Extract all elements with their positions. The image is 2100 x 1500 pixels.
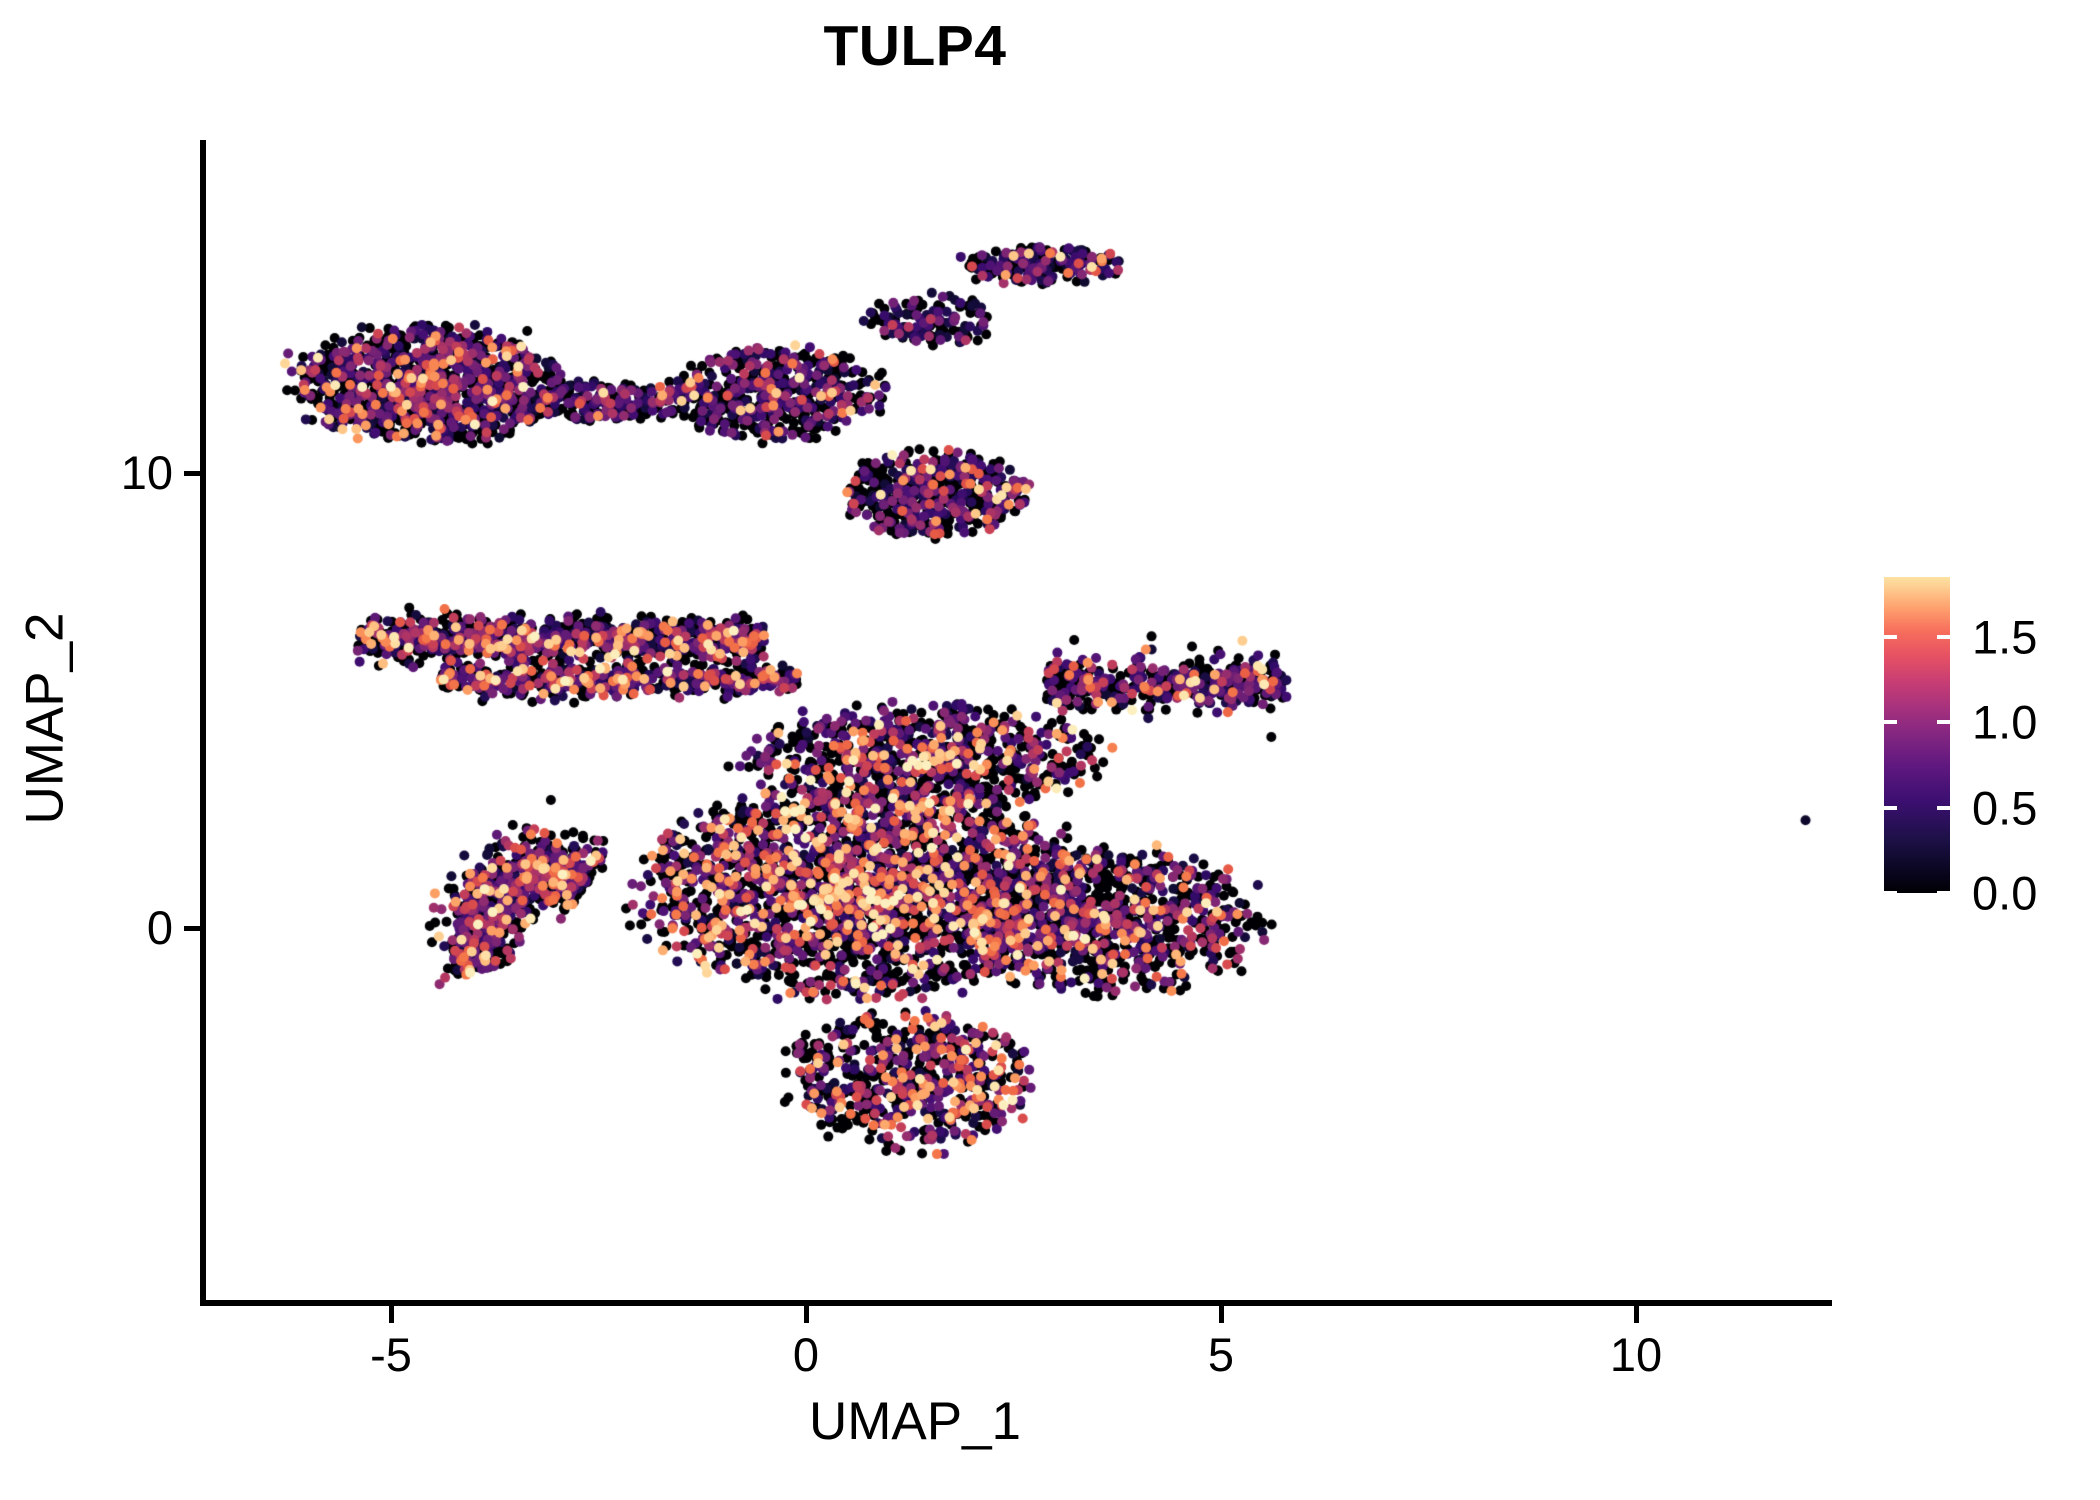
colorbar-tick-mark	[1937, 805, 1950, 810]
colorbar-tick-mark	[1937, 720, 1950, 725]
x-axis-label: UMAP_1	[808, 1392, 1022, 1451]
colorbar-tick-label: 0.5	[1972, 781, 2038, 835]
colorbar-tick-label: 0.0	[1972, 866, 2038, 920]
y-axis-line	[200, 140, 206, 1306]
y-axis-label: UMAP_2	[15, 612, 75, 825]
colorbar-tick-mark	[1884, 805, 1897, 810]
x-tick-mark	[1219, 1306, 1224, 1323]
x-tick-mark	[1634, 1306, 1639, 1323]
y-tick-mark	[184, 471, 201, 476]
colorbar-tick-mark	[1937, 634, 1950, 639]
y-tick-label: 0	[146, 901, 173, 954]
colorbar-tick-mark	[1884, 634, 1897, 639]
colorbar-tick-label: 1.5	[1972, 610, 2038, 664]
x-tick-label: 5	[1207, 1328, 1235, 1381]
colorbar-tick-mark	[1884, 720, 1897, 725]
colorbar-tick-mark	[1937, 891, 1950, 895]
colorbar-tick-mark	[1884, 891, 1897, 895]
y-tick-label: 10	[120, 446, 173, 499]
y-tick-mark	[184, 926, 201, 931]
colorbar-gradient	[1884, 577, 1950, 893]
x-tick-label: -5	[370, 1328, 412, 1381]
x-tick-mark	[389, 1306, 394, 1323]
x-axis-line	[200, 1300, 1832, 1306]
x-tick-mark	[804, 1306, 809, 1323]
colorbar-tick-label: 1.0	[1972, 695, 2038, 749]
x-tick-label: 10	[1609, 1328, 1663, 1381]
x-tick-label: 0	[792, 1328, 820, 1381]
